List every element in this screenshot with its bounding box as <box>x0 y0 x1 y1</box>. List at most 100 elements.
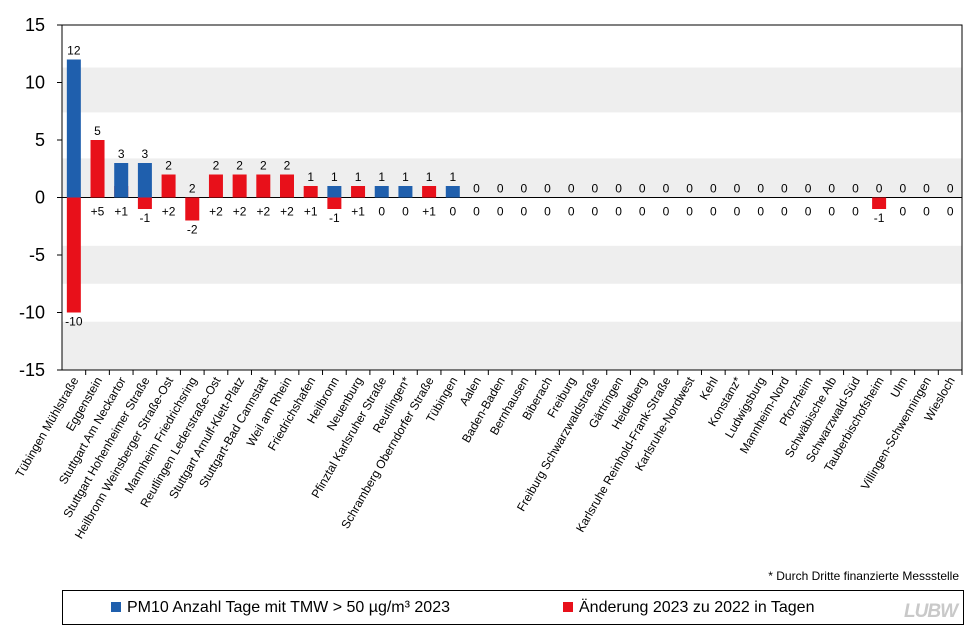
data-label-count: 1 <box>307 170 314 184</box>
data-label-count: 1 <box>355 170 362 184</box>
data-label-count: 2 <box>236 159 243 173</box>
data-label-change: 0 <box>757 205 764 219</box>
data-label-count: 1 <box>449 170 456 184</box>
data-label-change: 0 <box>402 205 409 219</box>
data-label-count: 0 <box>947 182 954 196</box>
data-label-change: -2 <box>187 223 198 237</box>
grid-band <box>62 321 962 370</box>
change-bar <box>303 186 318 198</box>
data-label-count: 3 <box>142 147 149 161</box>
data-label-change: 0 <box>710 205 717 219</box>
data-label-count: 5 <box>94 124 101 138</box>
data-label-count: 0 <box>710 182 717 196</box>
change-bar <box>161 174 176 198</box>
data-label-change: +2 <box>280 205 294 219</box>
data-label-count: 2 <box>165 159 172 173</box>
data-label-change: 0 <box>734 205 741 219</box>
y-tick-label: 0 <box>35 188 45 208</box>
data-label-change: +1 <box>351 205 365 219</box>
data-label-count: 0 <box>473 182 480 196</box>
data-label-change: +1 <box>114 205 128 219</box>
y-tick-label: 5 <box>35 130 45 150</box>
count-bar <box>327 186 342 198</box>
data-label-change: 0 <box>544 205 551 219</box>
legend-swatch-red <box>563 602 573 612</box>
data-label-change: -1 <box>140 211 151 225</box>
count-bar <box>398 186 413 198</box>
y-tick-label: -5 <box>29 245 45 265</box>
data-label-change: 0 <box>378 205 385 219</box>
data-label-change: 0 <box>923 205 930 219</box>
data-label-count: 1 <box>402 170 409 184</box>
legend-item-change: Änderung 2023 zu 2022 in Tagen <box>563 599 814 617</box>
data-label-count: 0 <box>923 182 930 196</box>
data-label-count: 0 <box>876 182 883 196</box>
lubw-logo: LUBW <box>904 601 958 622</box>
data-label-change: 0 <box>781 205 788 219</box>
data-label-change: +2 <box>233 205 247 219</box>
data-label-count: 0 <box>805 182 812 196</box>
change-bar <box>232 174 247 198</box>
data-label-change: 0 <box>639 205 646 219</box>
data-label-change: +2 <box>256 205 270 219</box>
data-label-change: 0 <box>852 205 859 219</box>
footnote: * Durch Dritte finanzierte Messstelle <box>768 569 959 583</box>
legend-label-change: Änderung 2023 zu 2022 in Tagen <box>579 599 815 616</box>
data-label-count: 2 <box>260 159 267 173</box>
data-label-change: 0 <box>592 205 599 219</box>
data-label-count: 1 <box>426 170 433 184</box>
data-label-count: 0 <box>544 182 551 196</box>
change-bar <box>256 174 271 198</box>
change-bar <box>280 174 294 198</box>
legend: PM10 Anzahl Tage mit TMW > 50 µg/m³ 2023… <box>62 590 964 625</box>
data-label-change: 0 <box>520 205 527 219</box>
change-bar <box>208 174 223 198</box>
data-label-count: 1 <box>331 170 338 184</box>
data-label-change: +1 <box>422 205 436 219</box>
data-label-count: 3 <box>118 147 125 161</box>
data-label-count: 0 <box>592 182 599 196</box>
data-label-change: -1 <box>329 211 340 225</box>
data-label-change: +1 <box>304 205 318 219</box>
grid-band <box>62 158 962 198</box>
data-label-count: 0 <box>899 182 906 196</box>
data-label-count: 2 <box>189 182 196 196</box>
data-label-change: -10 <box>65 315 83 329</box>
change-bar <box>185 197 200 221</box>
data-label-count: 12 <box>67 44 81 58</box>
legend-item-pm10-days: PM10 Anzahl Tage mit TMW > 50 µg/m³ 2023 <box>111 599 450 617</box>
x-tick-label: Ulm <box>888 374 911 399</box>
data-label-count: 0 <box>520 182 527 196</box>
data-label-change: 0 <box>947 205 954 219</box>
data-label-count: 2 <box>284 159 291 173</box>
y-tick-label: -10 <box>19 303 45 323</box>
data-label-change: 0 <box>497 205 504 219</box>
y-tick-label: 10 <box>25 73 45 93</box>
change-bar <box>90 140 105 198</box>
data-label-change: 0 <box>568 205 575 219</box>
x-tick-label: Kehl <box>697 375 721 403</box>
grid-band <box>62 67 962 113</box>
count-bar <box>137 163 152 198</box>
data-label-change: 0 <box>828 205 835 219</box>
data-label-count: 0 <box>852 182 859 196</box>
change-bar <box>422 186 437 198</box>
data-label-count: 0 <box>686 182 693 196</box>
grid-band <box>62 245 962 284</box>
change-bar <box>872 197 887 209</box>
data-label-change: 0 <box>805 205 812 219</box>
data-label-change: +5 <box>91 205 105 219</box>
data-label-change: 0 <box>615 205 622 219</box>
data-label-count: 0 <box>639 182 646 196</box>
data-label-count: 0 <box>663 182 670 196</box>
data-label-change: +2 <box>209 205 223 219</box>
data-label-count: 2 <box>213 159 220 173</box>
data-label-change: 0 <box>449 205 456 219</box>
data-label-change: 0 <box>473 205 480 219</box>
data-label-count: 0 <box>734 182 741 196</box>
data-label-change: 0 <box>899 205 906 219</box>
count-bar <box>374 186 389 198</box>
change-bar <box>66 197 81 313</box>
data-label-count: 0 <box>615 182 622 196</box>
data-label-count: 1 <box>378 170 385 184</box>
